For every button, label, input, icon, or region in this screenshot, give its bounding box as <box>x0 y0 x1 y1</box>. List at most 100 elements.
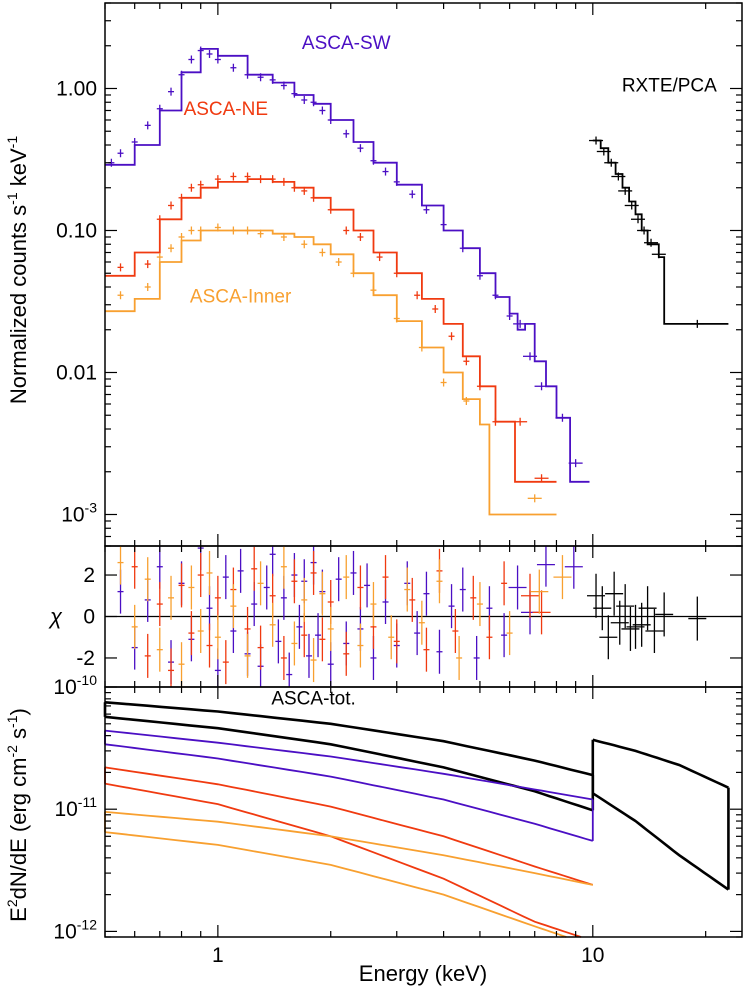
residual-point-inner <box>476 582 483 627</box>
data-point-ne <box>448 332 455 341</box>
residual-point-inner <box>168 575 175 620</box>
residual-point-inner <box>388 615 395 660</box>
y-tick-label: 0 <box>83 606 95 629</box>
residual-point-inner <box>188 565 195 610</box>
residual-point-ne <box>214 575 221 620</box>
residual-point-sw <box>350 550 357 595</box>
data-point-ne <box>492 417 499 426</box>
residual-point-inner <box>357 623 364 668</box>
data-point-inner <box>178 232 185 241</box>
residual-point-ne <box>144 633 151 678</box>
y-tick-label-base: 0.01 <box>56 361 97 384</box>
residual-point-inner <box>269 602 276 647</box>
residual-point-inner <box>327 606 334 651</box>
residual-point-sw <box>296 604 303 649</box>
residual-point-pca <box>621 606 640 651</box>
y-title-bot-sup3: -1 <box>4 715 20 728</box>
y-title-top-sup2: -1 <box>4 136 20 149</box>
data-point-inner <box>144 283 151 292</box>
band-upper-pca <box>104 701 594 777</box>
data-point-sw <box>156 104 163 113</box>
residual-point-sw <box>305 633 312 678</box>
data-point-ne <box>244 172 251 181</box>
residual-point-sw <box>536 546 555 587</box>
residual-point-pca <box>593 586 612 631</box>
y-title-top-sup1: -1 <box>4 192 20 205</box>
data-point-sw <box>440 220 447 229</box>
data-point-ne <box>476 382 483 391</box>
residual-point-ne <box>280 635 287 680</box>
data-point-sw <box>382 167 389 176</box>
data-point-inner <box>257 229 264 238</box>
y-tick-label-exp: -11 <box>78 794 97 810</box>
residual-point-sw <box>564 546 583 589</box>
band-upper-inner <box>104 811 593 886</box>
residual-point-sw <box>263 565 270 610</box>
top-panel: 10-3 0.01 0.10 1.00 ASCA-SW ASCA-NE ASCA-Inne… <box>56 2 743 547</box>
y-tick-label-base: 0.10 <box>56 219 97 242</box>
data-point-sw <box>131 137 138 146</box>
residual-point-sw <box>473 635 480 680</box>
data-point-sw <box>144 121 151 130</box>
data-point-sw <box>244 70 251 79</box>
residual-point-inner <box>244 633 251 678</box>
residual-point-sw <box>269 546 276 577</box>
data-point-sw <box>301 95 308 104</box>
residual-point-ne <box>257 625 264 670</box>
y-title-bot-p3: s <box>6 728 31 745</box>
data-point-ne <box>197 180 204 189</box>
data-point-sw <box>319 106 326 115</box>
data-point-sw <box>188 55 195 64</box>
band-upper-sw <box>104 729 593 801</box>
residual-point-inner <box>310 638 317 683</box>
data-point-sw <box>206 49 213 58</box>
band-lower-pca <box>104 715 594 812</box>
data-point-sw <box>513 319 528 328</box>
data-point-sw <box>534 382 549 391</box>
residual-point-ne <box>486 615 493 660</box>
residual-point-inner <box>291 621 298 666</box>
y-tick-label: 0.01 <box>56 361 97 384</box>
data-point-ne <box>327 205 334 214</box>
data-point-inner <box>230 226 237 235</box>
residual-point-ne <box>206 623 213 668</box>
data-point-ne <box>168 201 175 210</box>
residual-point-sw <box>501 613 508 658</box>
residual-point-sw <box>448 584 455 629</box>
data-point-inner <box>168 244 175 253</box>
data-point-sw <box>327 115 334 124</box>
data-point-pca <box>604 158 619 167</box>
data-point-ne <box>357 232 364 241</box>
data-point-inner <box>280 232 287 241</box>
residual-point-sw <box>315 613 322 658</box>
y-title-bot-p1: E <box>6 907 31 922</box>
residual-point-sw <box>156 546 163 589</box>
x-tick-label: 10 <box>581 944 604 967</box>
data-point-pca <box>611 172 626 181</box>
y-tick-label: 2 <box>83 564 95 587</box>
bottom-plot-frame <box>104 686 743 938</box>
data-point-ne <box>144 260 151 269</box>
residual-point-ne <box>168 648 175 687</box>
data-point-sw <box>214 55 221 64</box>
residual-point-inner <box>131 604 138 649</box>
residual-point-ne <box>470 575 477 620</box>
y-tick-label: 10-10 <box>53 672 97 699</box>
data-point-ne <box>117 263 124 272</box>
data-point-sw <box>343 129 350 138</box>
y-tick-label-base: 10 <box>54 798 77 821</box>
y-tick-label-base: 10 <box>61 503 84 526</box>
y-title-bot-p4: ) <box>6 708 31 715</box>
residual-point-inner <box>404 567 411 612</box>
residual-point-sw <box>459 567 466 612</box>
data-point-inner <box>244 226 251 235</box>
residual-point-inner <box>301 577 308 622</box>
data-point-ne <box>230 172 237 181</box>
y-title-bot-p2: dN/dE (erg cm <box>6 758 31 900</box>
residual-point-ne <box>291 559 298 604</box>
data-point-pca <box>637 226 652 235</box>
data-point-inner <box>156 253 163 262</box>
data-point-sw <box>423 205 430 214</box>
y-tick-label-base: 10 <box>53 676 76 699</box>
data-point-inner <box>335 257 342 266</box>
